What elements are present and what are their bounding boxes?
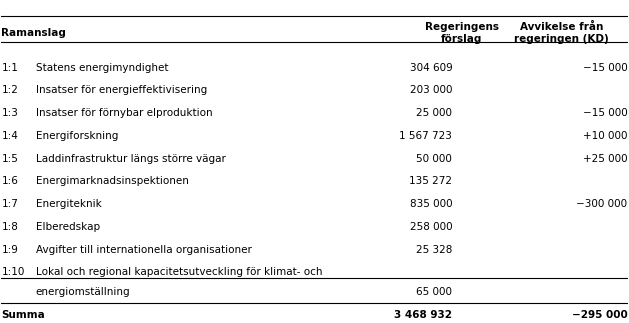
Text: 1 567 723: 1 567 723: [399, 131, 452, 141]
Text: Regeringens
förslag: Regeringens förslag: [425, 22, 499, 44]
Text: 258 000: 258 000: [409, 222, 452, 232]
Text: 1:1: 1:1: [1, 63, 18, 73]
Text: 304 609: 304 609: [409, 63, 452, 73]
Text: 1:4: 1:4: [1, 131, 18, 141]
Text: 1:2: 1:2: [1, 85, 18, 95]
Text: Insatser för förnybar elproduktion: Insatser för förnybar elproduktion: [36, 108, 213, 118]
Text: Energiteknik: Energiteknik: [36, 199, 101, 209]
Text: Avvikelse från
regeringen (KD): Avvikelse från regeringen (KD): [515, 22, 610, 44]
Text: Statens energimyndighet: Statens energimyndighet: [36, 63, 169, 73]
Text: energiomställning: energiomställning: [36, 287, 130, 297]
Text: 25 328: 25 328: [416, 245, 452, 255]
Text: 135 272: 135 272: [409, 176, 452, 186]
Text: 1:8: 1:8: [1, 222, 18, 232]
Text: Laddinfrastruktur längs större vägar: Laddinfrastruktur längs större vägar: [36, 153, 226, 163]
Text: Avgifter till internationella organisationer: Avgifter till internationella organisati…: [36, 245, 252, 255]
Text: Ramanslag: Ramanslag: [1, 28, 66, 38]
Text: 1:3: 1:3: [1, 108, 18, 118]
Text: +10 000: +10 000: [583, 131, 628, 141]
Text: 25 000: 25 000: [416, 108, 452, 118]
Text: 1:6: 1:6: [1, 176, 18, 186]
Text: −300 000: −300 000: [577, 199, 628, 209]
Text: +25 000: +25 000: [583, 153, 628, 163]
Text: Insatser för energieffektivisering: Insatser för energieffektivisering: [36, 85, 207, 95]
Text: 50 000: 50 000: [416, 153, 452, 163]
Text: 1:7: 1:7: [1, 199, 18, 209]
Text: Lokal och regional kapacitetsutveckling för klimat- och: Lokal och regional kapacitetsutveckling …: [36, 267, 322, 277]
Text: −15 000: −15 000: [583, 108, 628, 118]
Text: −15 000: −15 000: [583, 63, 628, 73]
Text: Energimarknadsinspektionen: Energimarknadsinspektionen: [36, 176, 189, 186]
Text: 1:9: 1:9: [1, 245, 18, 255]
Text: 835 000: 835 000: [409, 199, 452, 209]
Text: −295 000: −295 000: [572, 310, 628, 320]
Text: 3 468 932: 3 468 932: [394, 310, 452, 320]
Text: 65 000: 65 000: [416, 287, 452, 297]
Text: 203 000: 203 000: [409, 85, 452, 95]
Text: Elberedskap: Elberedskap: [36, 222, 100, 232]
Text: Energiforskning: Energiforskning: [36, 131, 118, 141]
Text: 1:10: 1:10: [1, 267, 25, 277]
Text: 1:5: 1:5: [1, 153, 18, 163]
Text: Summa: Summa: [1, 310, 45, 320]
